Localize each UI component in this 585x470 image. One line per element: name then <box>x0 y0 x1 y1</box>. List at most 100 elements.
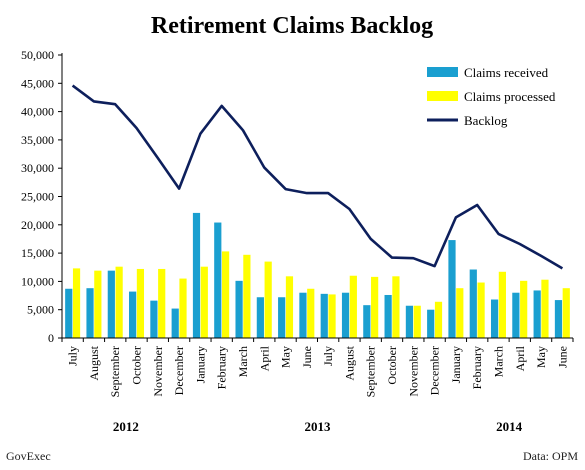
bar-claims-received <box>363 305 371 338</box>
bar-claims-processed <box>562 288 570 338</box>
x-tick-label: May <box>279 346 293 368</box>
bar-claims-received <box>150 300 158 338</box>
bar-claims-received <box>214 222 222 338</box>
bar-claims-processed <box>243 254 251 338</box>
bar-claims-received <box>512 292 520 338</box>
x-tick-label: February <box>215 346 229 389</box>
bar-claims-processed <box>477 282 485 338</box>
bar-claims-processed <box>264 261 272 338</box>
bar-claims-processed <box>136 268 145 338</box>
bar-claims-received <box>86 288 94 338</box>
bar-claims-received <box>129 291 137 338</box>
year-label: 2014 <box>496 419 523 434</box>
y-tick-label: 20,000 <box>21 218 54 232</box>
x-tick-label: May <box>534 346 548 368</box>
bar-claims-processed <box>200 266 208 338</box>
bar-claims-processed <box>349 275 357 338</box>
bar-claims-received <box>171 308 179 338</box>
bar-claims-received <box>490 299 499 338</box>
footer-source-right: Data: OPM <box>523 449 578 463</box>
x-tick-label: October <box>385 346 399 385</box>
year-label: 2012 <box>113 419 139 434</box>
legend-swatch-received <box>427 67 458 77</box>
axes <box>61 53 574 342</box>
x-tick-label: July <box>66 346 80 366</box>
bar-claims-received <box>235 280 243 338</box>
y-axis-ticks: 0 5,000 10,000 15,000 20,000 25,000 30,000 35,0… <box>21 48 62 345</box>
x-tick-label: July <box>321 346 335 366</box>
bar-claims-processed <box>328 294 336 338</box>
bar-claims-processed <box>392 276 400 338</box>
x-tick-label: March <box>491 346 505 377</box>
bar-claims-received <box>107 270 115 338</box>
x-tick-label: January <box>449 346 463 383</box>
bar-claims-processed <box>520 280 528 338</box>
x-tick-label: April <box>513 345 527 371</box>
bar-claims-received <box>278 297 286 338</box>
bar-claims-received <box>341 292 350 338</box>
bar-claims-received <box>192 212 201 338</box>
x-tick-label: February <box>470 346 484 389</box>
bar-claims-received <box>65 288 73 338</box>
y-tick-label: 25,000 <box>21 190 54 204</box>
bar-claims-processed <box>179 278 187 338</box>
y-tick-label: 0 <box>48 331 54 345</box>
bar-claims-processed <box>158 268 166 338</box>
y-tick-label: 15,000 <box>21 246 54 260</box>
bar-claims-received <box>469 269 477 338</box>
bar-claims-received <box>384 294 392 338</box>
bar-claims-received <box>427 309 435 338</box>
x-tick-label: September <box>364 346 378 397</box>
bar-claims-received <box>554 300 563 338</box>
legend-label-processed: Claims processed <box>464 89 556 104</box>
bar-claims-processed <box>72 268 81 338</box>
x-tick-label: January <box>193 346 207 383</box>
bar-claims-processed <box>541 279 549 338</box>
x-tick-label: November <box>151 346 165 397</box>
year-label: 2013 <box>305 419 332 434</box>
x-tick-label: September <box>108 346 122 397</box>
y-tick-label: 50,000 <box>21 48 54 62</box>
x-tick-label: June <box>555 346 569 368</box>
legend-label-backlog: Backlog <box>464 113 508 128</box>
bar-claims-received <box>299 292 307 338</box>
bar-marks <box>65 212 570 338</box>
legend-label-received: Claims received <box>464 65 549 80</box>
x-tick-label: November <box>406 346 420 397</box>
x-tick-label: October <box>130 346 144 385</box>
footer-source-left: GovExec <box>6 449 51 463</box>
legend: Claims received Claims processed Backlog <box>427 65 556 128</box>
bar-claims-processed <box>413 305 421 338</box>
bar-claims-processed <box>434 301 443 338</box>
x-axis-ticks: July August September October November Decemb… <box>66 345 570 397</box>
y-tick-label: 45,000 <box>21 76 54 90</box>
bar-claims-received <box>256 297 264 338</box>
legend-swatch-processed <box>427 91 458 101</box>
bar-claims-processed <box>307 288 315 338</box>
backlog-line-layer <box>71 84 564 270</box>
bar-claims-received <box>533 290 541 338</box>
bar-claims-processed <box>115 266 123 338</box>
bar-claims-processed <box>221 251 230 338</box>
bar-claims-processed <box>285 276 294 338</box>
bar-claims-processed <box>371 276 379 338</box>
x-tick-label: April <box>257 345 271 371</box>
y-tick-label: 30,000 <box>21 161 54 175</box>
bar-claims-received <box>448 240 456 338</box>
x-tick-label: June <box>300 346 314 368</box>
y-tick-label: 35,000 <box>21 133 54 147</box>
y-tick-label: 10,000 <box>21 274 54 288</box>
x-tick-label: December <box>172 346 186 395</box>
bar-claims-processed <box>94 270 102 338</box>
x-tick-label: August <box>87 345 101 380</box>
backlog-line <box>71 84 564 270</box>
chart-title: Retirement Claims Backlog <box>151 13 433 39</box>
x-tick-label: August <box>342 345 356 380</box>
year-labels: 2012 2013 2014 <box>113 419 523 434</box>
x-tick-label: March <box>236 346 250 377</box>
y-tick-label: 5,000 <box>27 303 54 317</box>
bar-claims-received <box>405 305 414 338</box>
bar-claims-processed <box>456 288 464 338</box>
bar-claims-received <box>320 293 328 338</box>
